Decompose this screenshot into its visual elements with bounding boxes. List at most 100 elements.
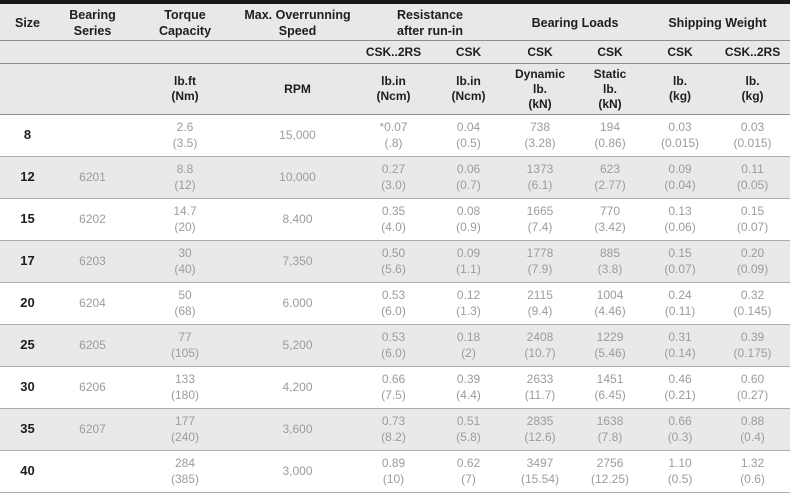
load-static-cell: 770 (3.42): [575, 198, 646, 241]
variant-spacer: [0, 40, 355, 64]
load-static-cell: 2756 (12.25): [575, 450, 646, 493]
wt-csk2rs-cell: 0.11 (0.05): [715, 156, 790, 199]
variant-loads-csk-static: CSK: [575, 40, 646, 64]
load-dynamic-cell: 2835 (12.6): [505, 408, 576, 451]
res-csk2rs-cell: 0.73 (8.2): [355, 408, 432, 451]
speed-cell: 5,200: [240, 324, 355, 367]
size-cell: 20: [0, 282, 55, 325]
table-body: 8 2.6 (3.5) 15,000 *0.07 (.8) 0.04 (0.5) 738 …: [0, 114, 790, 493]
unit-weight-csk2rs: lb. (kg): [715, 63, 790, 115]
wt-csk-cell: 0.13 (0.06): [645, 198, 716, 241]
size-cell: 15: [0, 198, 55, 241]
table-row: 30 6206 133 (180) 4,200 0.66 (7.5) 0.39 (4.4)…: [0, 366, 790, 409]
wt-csk2rs-cell: 0.20 (0.09): [715, 240, 790, 283]
load-dynamic-cell: 2633 (11.7): [505, 366, 576, 409]
load-static-cell: 1004 (4.46): [575, 282, 646, 325]
torque-cell: 284 (385): [130, 450, 240, 493]
res-csk-cell: 0.08 (0.9): [432, 198, 506, 241]
unit-header-row: lb.ft (Nm) RPM lb.in (Ncm) lb.in (Ncm) D…: [0, 63, 790, 115]
speed-cell: 3,000: [240, 450, 355, 493]
load-static-cell: 885 (3.8): [575, 240, 646, 283]
res-csk2rs-cell: 0.27 (3.0): [355, 156, 432, 199]
variant-weight-csk: CSK: [645, 40, 716, 64]
header-resistance-after-run-in: Resistance after run-in: [355, 4, 506, 41]
speed-cell: 8,400: [240, 198, 355, 241]
speed-cell: 15,000: [240, 114, 355, 157]
wt-csk-cell: 0.24 (0.11): [645, 282, 716, 325]
load-static-cell: 194 (0.86): [575, 114, 646, 157]
speed-cell: 4,200: [240, 366, 355, 409]
torque-cell: 50 (68): [130, 282, 240, 325]
unit-resistance-csk2rs: lb.in (Ncm): [355, 63, 432, 115]
unit-weight-csk: lb. (kg): [645, 63, 716, 115]
load-dynamic-cell: 738 (3.28): [505, 114, 576, 157]
header-torque-capacity: Torque Capacity: [130, 4, 240, 41]
res-csk-cell: 0.51 (5.8): [432, 408, 506, 451]
size-cell: 8: [0, 114, 55, 157]
load-dynamic-cell: 1665 (7.4): [505, 198, 576, 241]
wt-csk2rs-cell: 0.39 (0.175): [715, 324, 790, 367]
header-max-overrunning-speed: Max. Overrunning Speed: [240, 4, 355, 41]
wt-csk-cell: 0.31 (0.14): [645, 324, 716, 367]
load-dynamic-cell: 2408 (10.7): [505, 324, 576, 367]
res-csk-cell: 0.18 (2): [432, 324, 506, 367]
table-row: 35 6207 177 (240) 3,600 0.73 (8.2) 0.51 (5.8)…: [0, 408, 790, 451]
table-row: 15 6202 14.7 (20) 8,400 0.35 (4.0) 0.08 (0.9)…: [0, 198, 790, 241]
res-csk-cell: 0.39 (4.4): [432, 366, 506, 409]
series-cell: [55, 450, 130, 493]
torque-cell: 2.6 (3.5): [130, 114, 240, 157]
variant-resistance-csk: CSK: [432, 40, 506, 64]
unit-load-dynamic: Dynamic lb. (kN): [505, 63, 576, 115]
res-csk2rs-cell: *0.07 (.8): [355, 114, 432, 157]
series-cell: 6201: [55, 156, 130, 199]
res-csk2rs-cell: 0.50 (5.6): [355, 240, 432, 283]
load-dynamic-cell: 1778 (7.9): [505, 240, 576, 283]
wt-csk2rs-cell: 0.60 (0.27): [715, 366, 790, 409]
wt-csk2rs-cell: 0.32 (0.145): [715, 282, 790, 325]
load-dynamic-cell: 1373 (6.1): [505, 156, 576, 199]
res-csk2rs-cell: 0.89 (10): [355, 450, 432, 493]
table-row: 25 6205 77 (105) 5,200 0.53 (6.0) 0.18 (2) 240…: [0, 324, 790, 367]
table-header: Size Bearing Series Torque Capacity Max.…: [0, 4, 790, 115]
speed-cell: 6.000: [240, 282, 355, 325]
res-csk2rs-cell: 0.35 (4.0): [355, 198, 432, 241]
unit-speed: RPM: [240, 63, 355, 115]
res-csk-cell: 0.09 (1.1): [432, 240, 506, 283]
size-cell: 17: [0, 240, 55, 283]
speed-cell: 10,000: [240, 156, 355, 199]
table-row: 12 6201 8.8 (12) 10,000 0.27 (3.0) 0.06 (0.7)…: [0, 156, 790, 199]
size-cell: 40: [0, 450, 55, 493]
unit-load-static: Static lb. (kN): [575, 63, 646, 115]
table-row: 8 2.6 (3.5) 15,000 *0.07 (.8) 0.04 (0.5) 738 …: [0, 114, 790, 157]
variant-header-row: CSK..2RS CSK CSK CSK CSK CSK..2RS: [0, 40, 790, 64]
res-csk-cell: 0.62 (7): [432, 450, 506, 493]
series-cell: 6202: [55, 198, 130, 241]
variant-loads-csk-dynamic: CSK: [505, 40, 576, 64]
res-csk2rs-cell: 0.66 (7.5): [355, 366, 432, 409]
torque-cell: 133 (180): [130, 366, 240, 409]
series-cell: 6207: [55, 408, 130, 451]
wt-csk2rs-cell: 1.32 (0.6): [715, 450, 790, 493]
size-cell: 35: [0, 408, 55, 451]
series-cell: [55, 114, 130, 157]
series-cell: 6205: [55, 324, 130, 367]
wt-csk-cell: 0.09 (0.04): [645, 156, 716, 199]
res-csk-cell: 0.12 (1.3): [432, 282, 506, 325]
header-bearing-loads: Bearing Loads: [505, 4, 646, 41]
wt-csk2rs-cell: 0.88 (0.4): [715, 408, 790, 451]
wt-csk-cell: 0.03 (0.015): [645, 114, 716, 157]
load-static-cell: 1229 (5.46): [575, 324, 646, 367]
res-csk2rs-cell: 0.53 (6.0): [355, 324, 432, 367]
load-static-cell: 623 (2.77): [575, 156, 646, 199]
unit-spacer: [0, 63, 130, 115]
load-dynamic-cell: 3497 (15.54): [505, 450, 576, 493]
wt-csk-cell: 0.15 (0.07): [645, 240, 716, 283]
table-row: 40 284 (385) 3,000 0.89 (10) 0.62 (7) 3497 (1…: [0, 450, 790, 493]
table-row: 17 6203 30 (40) 7,350 0.50 (5.6) 0.09 (1.1) 17…: [0, 240, 790, 283]
size-cell: 12: [0, 156, 55, 199]
res-csk2rs-cell: 0.53 (6.0): [355, 282, 432, 325]
wt-csk2rs-cell: 0.15 (0.07): [715, 198, 790, 241]
load-dynamic-cell: 2115 (9.4): [505, 282, 576, 325]
header-size: Size: [0, 4, 55, 41]
variant-weight-csk2rs: CSK..2RS: [715, 40, 790, 64]
